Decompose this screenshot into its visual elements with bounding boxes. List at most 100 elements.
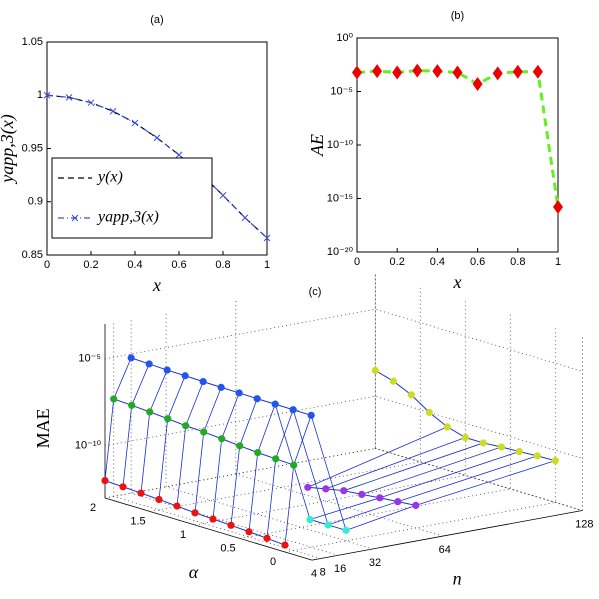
data-point bbox=[340, 487, 348, 495]
alpha-tick-label: 2 bbox=[90, 502, 96, 514]
x-tick-label: 1 bbox=[555, 256, 561, 268]
data-point bbox=[128, 401, 136, 409]
z-tick-label: 10⁻¹⁰ bbox=[75, 440, 102, 452]
grid-line bbox=[104, 308, 583, 372]
y-tick-label: 10⁻⁵ bbox=[330, 85, 353, 97]
x-tick-label: 0.6 bbox=[171, 259, 186, 271]
alpha-tick-label: 0 bbox=[270, 556, 276, 568]
marker bbox=[153, 134, 161, 142]
x-tick-label: 1 bbox=[264, 259, 270, 271]
data-point bbox=[376, 494, 384, 502]
data-point bbox=[235, 389, 243, 397]
data-point bbox=[146, 408, 154, 416]
marker bbox=[263, 234, 271, 242]
mesh-line bbox=[140, 411, 151, 494]
mesh-line bbox=[361, 446, 502, 495]
alpha-tick-label: 1.5 bbox=[130, 515, 145, 527]
marker bbox=[43, 91, 51, 99]
data-point bbox=[209, 515, 217, 523]
x-tick-label: 0.2 bbox=[83, 259, 98, 271]
data-point bbox=[217, 383, 225, 391]
mesh-line bbox=[176, 425, 187, 507]
y-axis-label: AE bbox=[307, 134, 327, 157]
grid-line bbox=[235, 300, 443, 537]
series-line bbox=[356, 69, 560, 208]
x-axis-label: α bbox=[189, 562, 199, 582]
data-point bbox=[358, 490, 366, 498]
data-point bbox=[199, 378, 207, 386]
data-point bbox=[407, 391, 415, 399]
data-point bbox=[101, 477, 109, 485]
mesh-line bbox=[307, 426, 448, 488]
data-point bbox=[479, 439, 487, 447]
y-tick-label: 0.9 bbox=[28, 196, 43, 208]
data-point bbox=[497, 443, 505, 451]
x-tick-label: 0.8 bbox=[510, 256, 525, 268]
data-point bbox=[253, 395, 261, 403]
n-tick-label: 4 bbox=[311, 568, 317, 580]
data-point bbox=[263, 534, 271, 542]
x-tick-label: 0.2 bbox=[390, 256, 405, 268]
n-tick-label: 128 bbox=[575, 518, 593, 530]
y-tick-label: 0.85 bbox=[22, 249, 43, 261]
alpha-tick-label: 1 bbox=[180, 529, 186, 541]
marker bbox=[532, 64, 543, 79]
data-point bbox=[236, 442, 244, 450]
data-point bbox=[307, 411, 315, 419]
marker bbox=[492, 66, 503, 81]
mesh-line bbox=[284, 465, 295, 546]
axis-line bbox=[104, 448, 376, 499]
data-point bbox=[173, 502, 181, 510]
mesh-line bbox=[221, 392, 240, 439]
grid-line bbox=[113, 322, 321, 559]
data-point bbox=[155, 495, 163, 504]
data-point bbox=[515, 447, 523, 456]
mesh-line bbox=[397, 455, 538, 503]
x-tick-label: 0.6 bbox=[470, 256, 485, 268]
x-tick-label: 0.4 bbox=[127, 259, 142, 271]
data-point bbox=[412, 501, 420, 509]
marker bbox=[553, 200, 563, 215]
series-line bbox=[375, 370, 556, 462]
data-point bbox=[110, 395, 118, 403]
legend-label: yapp,3(x) bbox=[96, 209, 159, 226]
x-axis-label: x bbox=[152, 275, 161, 295]
data-point bbox=[443, 423, 451, 431]
mesh-line bbox=[167, 375, 186, 419]
mesh-line bbox=[266, 458, 277, 539]
alpha-tick-label: 0.5 bbox=[220, 542, 235, 554]
mesh-line bbox=[248, 452, 259, 532]
mesh-line bbox=[212, 438, 223, 520]
data-point bbox=[137, 489, 145, 497]
mesh-line bbox=[149, 369, 168, 413]
mesh-line bbox=[343, 442, 484, 492]
legend-box bbox=[51, 157, 213, 239]
data-point bbox=[271, 400, 279, 408]
marker bbox=[352, 65, 362, 80]
data-point bbox=[218, 435, 226, 443]
z-tick-label: 10⁻⁵ bbox=[78, 353, 101, 365]
y-tick-label: 1.05 bbox=[22, 36, 43, 48]
marker bbox=[392, 65, 403, 80]
grid-line bbox=[104, 324, 313, 561]
mesh-line bbox=[131, 363, 150, 406]
mesh-line bbox=[239, 398, 258, 446]
data-point bbox=[163, 366, 171, 374]
data-point bbox=[289, 406, 297, 414]
data-point bbox=[290, 461, 298, 469]
data-point bbox=[281, 541, 289, 549]
grid-line bbox=[374, 274, 583, 511]
data-point bbox=[551, 457, 559, 465]
marker bbox=[241, 214, 249, 222]
mesh-line bbox=[104, 398, 115, 481]
data-point bbox=[342, 526, 350, 534]
y-tick-label: 1 bbox=[37, 89, 43, 101]
mesh-line bbox=[194, 431, 205, 513]
marker bbox=[512, 64, 523, 79]
data-point bbox=[461, 433, 469, 442]
legend-marker bbox=[71, 214, 79, 222]
x-axis-label: x bbox=[453, 272, 462, 292]
x-tick-label: 0.8 bbox=[215, 259, 230, 271]
data-point bbox=[181, 372, 189, 380]
marker bbox=[452, 65, 463, 80]
